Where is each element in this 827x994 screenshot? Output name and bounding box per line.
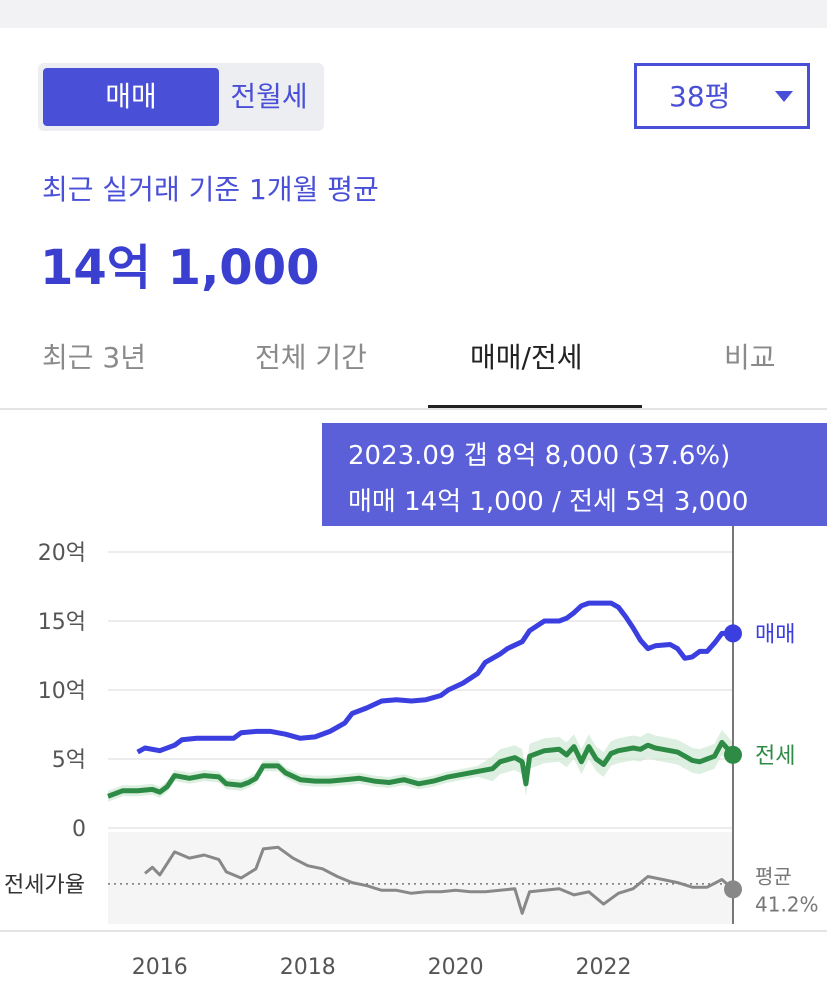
tooltip-price-line: 매매 14억 1,000 / 전세 5억 3,000	[348, 487, 749, 517]
x-tick-label: 2018	[280, 955, 336, 980]
segment-rent-button[interactable]: 전월세	[230, 80, 308, 113]
sale-end-point	[724, 624, 742, 643]
period-tabs: 최근 3년 전체 기간 매매/전세 비교	[0, 322, 827, 410]
y-tick-label: 20억	[38, 541, 86, 566]
caret-down-icon	[775, 91, 793, 102]
y-tick-label: 5억	[52, 748, 86, 773]
tab-all-period[interactable]: 전체 기간	[255, 341, 367, 374]
tab-compare[interactable]: 비교	[724, 341, 776, 374]
tabs-divider	[0, 408, 827, 410]
ratio-panel-background	[108, 832, 733, 924]
active-tab-underline	[428, 405, 642, 409]
segment-sale-button[interactable]: 매매	[43, 68, 219, 126]
chart-bottom-divider	[0, 930, 827, 932]
trade-type-segment: 매매 전월세	[38, 63, 324, 131]
ratio-average-value: 41.2%	[755, 892, 819, 916]
ratio-panel-label: 전세가율	[4, 873, 85, 898]
tooltip-gap-line: 2023.09 갭 8억 8,000 (37.6%)	[348, 441, 731, 471]
average-price: 14억 1,000	[40, 240, 320, 296]
x-tick-label: 2016	[132, 955, 188, 980]
chart-tooltip: 2023.09 갭 8억 8,000 (37.6%) 매매 14억 1,000 …	[322, 423, 827, 526]
price-basis-subtitle: 최근 실거래 기준 1개월 평균	[42, 173, 379, 206]
sale-price-line	[136, 600, 733, 755]
ratio-average-label: 평균	[755, 864, 792, 888]
jeonse-price-line	[107, 739, 735, 799]
sale-end-label: 매매	[755, 622, 795, 647]
jeonse-end-point	[724, 745, 742, 764]
x-tick-label: 2022	[576, 955, 632, 980]
ratio-end-point	[724, 880, 742, 899]
x-tick-label: 2020	[428, 955, 484, 980]
jeonse-end-label: 전세	[755, 744, 795, 769]
y-tick-label: 10억	[38, 679, 86, 704]
y-tick-label: 15억	[38, 610, 86, 635]
tab-recent-3-years[interactable]: 최근 3년	[42, 341, 146, 374]
top-bar	[0, 0, 827, 28]
jeonse-ratio-line	[144, 845, 734, 915]
size-select-value: 38평	[669, 80, 731, 113]
tab-sale-jeonse[interactable]: 매매/전세	[470, 341, 583, 374]
size-select[interactable]: 38평	[634, 63, 810, 129]
y-tick-label: 0	[72, 817, 86, 842]
